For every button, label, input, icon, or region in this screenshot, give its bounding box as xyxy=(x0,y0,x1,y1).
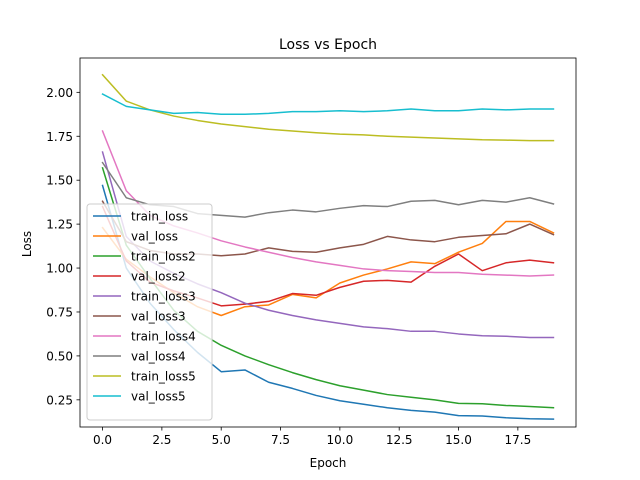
legend-label-val_loss2: val_loss2 xyxy=(131,270,186,284)
y-tick-label: 1.00 xyxy=(46,262,73,276)
legend-label-val_loss4: val_loss4 xyxy=(131,350,186,364)
legend-label-val_loss: val_loss xyxy=(131,230,178,244)
chart-title: Loss vs Epoch xyxy=(279,37,377,53)
legend-label-train_loss5: train_loss5 xyxy=(131,370,196,384)
series-line-val_loss5 xyxy=(101,93,555,116)
x-axis-label: Epoch xyxy=(310,456,347,470)
x-tick-label: 7.5 xyxy=(271,433,290,447)
y-tick-label: 0.75 xyxy=(46,305,73,319)
y-tick-label: 2.00 xyxy=(46,86,73,100)
axes-frame xyxy=(79,57,577,428)
legend-label-train_loss2: train_loss2 xyxy=(131,250,196,264)
x-tick-label: 17.5 xyxy=(504,433,531,447)
series-line-train_loss5 xyxy=(101,73,555,142)
legend-box xyxy=(86,203,213,421)
y-axis-label: Loss xyxy=(20,231,34,257)
x-tick-label: 0.0 xyxy=(93,433,112,447)
legend-label-train_loss4: train_loss4 xyxy=(131,330,196,344)
legend-label-train_loss3: train_loss3 xyxy=(131,290,196,304)
y-tick-label: 1.75 xyxy=(46,130,73,144)
y-tick-label: 1.25 xyxy=(46,218,73,232)
x-tick-label: 10.0 xyxy=(327,433,354,447)
x-tick-label: 15.0 xyxy=(445,433,472,447)
x-tick-label: 12.5 xyxy=(386,433,413,447)
y-tick-label: 0.50 xyxy=(46,349,73,363)
x-tick-label: 5.0 xyxy=(212,433,231,447)
legend-label-val_loss3: val_loss3 xyxy=(131,310,186,324)
x-tick-label: 2.5 xyxy=(152,433,171,447)
legend-label-val_loss5: val_loss5 xyxy=(131,390,186,404)
legend-label-train_loss: train_loss xyxy=(131,210,188,224)
y-tick-label: 0.25 xyxy=(46,393,73,407)
legend: train_loss val_loss train_loss2 val_loss2tr… xyxy=(86,203,213,421)
y-tick-label: 1.50 xyxy=(46,174,73,188)
plot-area: 0.0 2.5 5.0 7.5 10.0 12.5 15.0 17.5 0.25 0.50 0.75… xyxy=(46,57,577,447)
